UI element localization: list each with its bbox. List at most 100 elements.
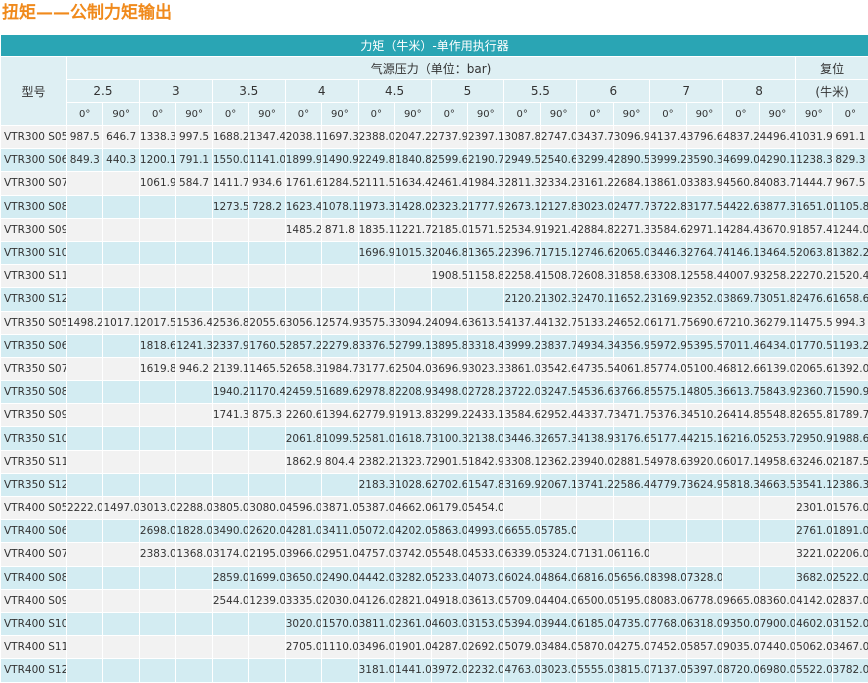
torque-value: 1891.0 (832, 520, 868, 543)
torque-value: 3696.9 (431, 357, 467, 380)
torque-value: 2705.0 (285, 636, 321, 659)
model-name: VTR350 S08 (1, 381, 67, 404)
torque-value: 6116.0 (613, 543, 649, 566)
torque-value: 804.4 (322, 450, 358, 473)
model-name: VTR300 S11 (1, 265, 67, 288)
torque-value: 7011.4 (723, 334, 759, 357)
torque-value: 5072.0 (358, 520, 394, 543)
empty-cell (686, 543, 722, 566)
pressure-value: 3 (139, 80, 212, 103)
torque-value: 6434.0 (759, 334, 795, 357)
torque-value: 2536.8 (212, 311, 248, 334)
torque-value: 2270.2 (796, 265, 832, 288)
empty-cell (103, 520, 139, 543)
torque-value: 5253.7 (759, 427, 795, 450)
torque-value: 4281.0 (285, 520, 321, 543)
torque-value: 3722.0 (504, 381, 540, 404)
torque-value: 2190.7 (467, 149, 503, 172)
torque-value: 2271.3 (613, 218, 649, 241)
torque-value: 5774.0 (650, 357, 686, 380)
torque-value: 2746.6 (577, 241, 613, 264)
torque-value: 4560.8 (723, 172, 759, 195)
torque-value: 1619.8 (139, 357, 175, 380)
empty-cell (650, 520, 686, 543)
empty-cell (176, 612, 212, 635)
angle-label: 0° (650, 103, 686, 126)
torque-value: 5972.9 (650, 334, 686, 357)
torque-value: 3584.6 (504, 404, 540, 427)
empty-cell (176, 404, 212, 427)
empty-cell (285, 659, 321, 682)
page-title: 扭矩——公制力矩输出 (0, 0, 868, 34)
pressure-value: 4.5 (358, 80, 431, 103)
model-name: VTR350 S07 (1, 357, 67, 380)
torque-value: 4083.7 (759, 172, 795, 195)
empty-cell (139, 427, 175, 450)
torque-value: 3542.6 (540, 357, 576, 380)
angle-label: 0° (431, 103, 467, 126)
torque-value: 2737.9 (431, 126, 467, 149)
empty-cell (322, 659, 358, 682)
torque-value: 1170.4 (249, 381, 285, 404)
torque-value: 2065.0 (613, 241, 649, 264)
torque-value: 3258.2 (759, 265, 795, 288)
torque-value: 5395.5 (686, 334, 722, 357)
empty-cell (249, 473, 285, 496)
empty-cell (723, 497, 759, 520)
torque-value: 1828.0 (176, 520, 212, 543)
torque-value: 3437.7 (577, 126, 613, 149)
torque-value: 5575.1 (650, 381, 686, 404)
torque-value: 3650.0 (285, 566, 321, 589)
empty-cell (103, 381, 139, 404)
torque-value: 7131.0 (577, 543, 613, 566)
torque-value: 4137.4 (504, 311, 540, 334)
angle-label: 0° (139, 103, 175, 126)
empty-cell (176, 450, 212, 473)
torque-value: 2047.2 (395, 126, 431, 149)
model-name: VTR300 S05 (1, 126, 67, 149)
torque-value: 8360.0 (759, 589, 795, 612)
reset-header: 复位 (796, 57, 868, 80)
torque-value: 4215.1 (686, 427, 722, 450)
torque-value: 1550.0 (212, 149, 248, 172)
torque-value: 7768.0 (650, 612, 686, 635)
torque-value: 3023.3 (467, 357, 503, 380)
empty-cell (139, 404, 175, 427)
empty-cell (67, 241, 103, 264)
torque-value: 2761.0 (796, 520, 832, 543)
torque-value: 1571.5 (467, 218, 503, 241)
torque-value: 3446.3 (504, 427, 540, 450)
torque-value: 9350.0 (723, 612, 759, 635)
torque-value: 5555.0 (577, 659, 613, 682)
torque-value: 2061.8 (285, 427, 321, 450)
torque-value: 5863.0 (431, 520, 467, 543)
empty-cell (67, 450, 103, 473)
empty-cell (249, 265, 285, 288)
torque-value: 2574.9 (322, 311, 358, 334)
pressure-header: 气源压力（单位：bar) (67, 57, 796, 80)
torque-value: 1697.3 (322, 126, 358, 149)
torque-value: 1634.4 (395, 172, 431, 195)
torque-value: 1141.0 (249, 149, 285, 172)
torque-value: 6185.0 (577, 612, 613, 635)
torque-value: 2470.1 (577, 288, 613, 311)
torque-value: 791.1 (176, 149, 212, 172)
torque-value: 2540.6 (540, 149, 576, 172)
torque-value: 3471.7 (613, 404, 649, 427)
torque-value: 1078.1 (322, 195, 358, 218)
model-name: VTR350 S11 (1, 450, 67, 473)
empty-cell (67, 218, 103, 241)
torque-value: 1411.7 (212, 172, 248, 195)
torque-value: 2232.0 (467, 659, 503, 682)
torque-value: 6179.0 (431, 497, 467, 520)
torque-value: 1777.9 (467, 195, 503, 218)
angle-label: 90° (103, 103, 139, 126)
torque-value: 5195.0 (613, 589, 649, 612)
torque-value: 3966.0 (285, 543, 321, 566)
